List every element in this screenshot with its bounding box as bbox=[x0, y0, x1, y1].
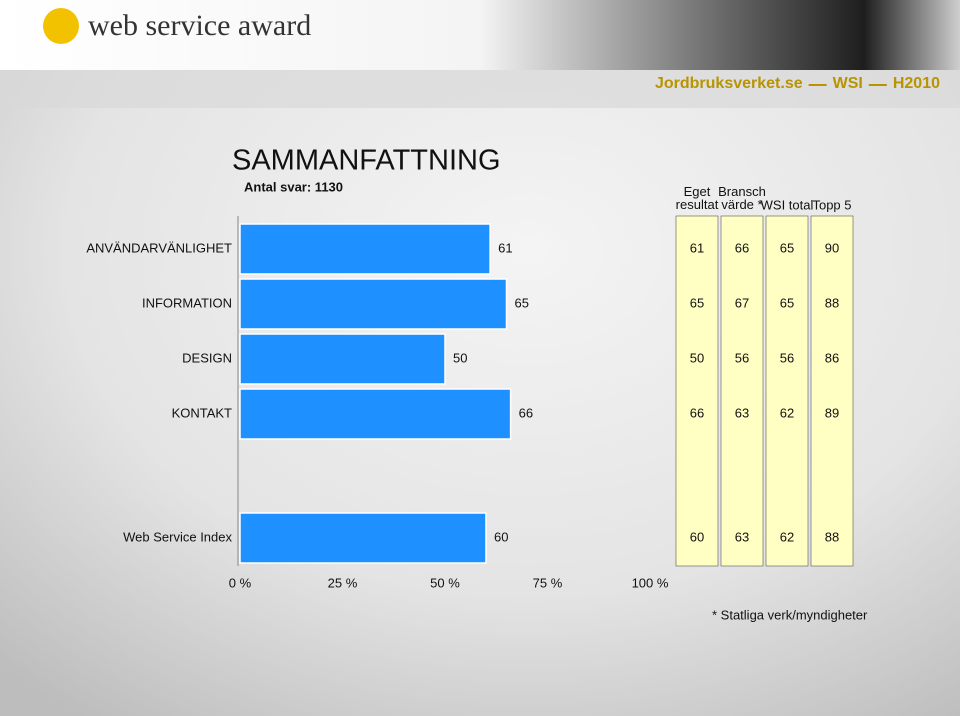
table-column bbox=[675, 215, 719, 567]
column-header: Topp 5 bbox=[812, 197, 851, 212]
table-column bbox=[765, 215, 809, 567]
header-band bbox=[0, 0, 960, 70]
footnote: * Statliga verk/myndigheter bbox=[712, 607, 868, 622]
table-value: 62 bbox=[780, 529, 794, 544]
chart-title: SAMMANFATTNING bbox=[232, 145, 501, 177]
table-value: 89 bbox=[825, 405, 839, 420]
table-value: 63 bbox=[735, 529, 749, 544]
table-value: 61 bbox=[690, 240, 704, 255]
table-column bbox=[720, 215, 764, 567]
bar bbox=[239, 388, 512, 440]
table-value: 56 bbox=[780, 350, 794, 365]
logo-mark bbox=[43, 8, 79, 44]
category-label: Web Service Index bbox=[123, 529, 232, 544]
table-value: 86 bbox=[825, 350, 839, 365]
header-tags: H2010 WSI Jordbruksverket.se bbox=[655, 75, 940, 92]
table-value: 56 bbox=[735, 350, 749, 365]
bar-value-label: 66 bbox=[519, 405, 533, 420]
table-value: 66 bbox=[690, 405, 704, 420]
header-tag: Jordbruksverket.se bbox=[655, 75, 803, 92]
bar bbox=[239, 512, 487, 564]
bar-value-label: 65 bbox=[515, 295, 529, 310]
column-header: Bransch värde * bbox=[718, 184, 766, 212]
table-value: 65 bbox=[690, 295, 704, 310]
table-value: 62 bbox=[780, 405, 794, 420]
table-value: 66 bbox=[735, 240, 749, 255]
category-label: ANVÄNDARVÄNLIGHET bbox=[86, 240, 232, 255]
table-value: 88 bbox=[825, 295, 839, 310]
column-header: Eget resultat bbox=[676, 184, 719, 212]
chart-subtitle: Antal svar: 1130 bbox=[244, 179, 343, 194]
table-value: 60 bbox=[690, 529, 704, 544]
x-tick-label: 75 % bbox=[533, 575, 563, 590]
tag-band bbox=[0, 70, 960, 108]
bar-value-label: 50 bbox=[453, 350, 467, 365]
bar bbox=[239, 278, 508, 330]
x-tick-label: 50 % bbox=[430, 575, 460, 590]
x-tick-label: 25 % bbox=[328, 575, 358, 590]
bar bbox=[239, 223, 491, 275]
table-value: 65 bbox=[780, 295, 794, 310]
bar-value-label: 60 bbox=[494, 529, 508, 544]
table-value: 63 bbox=[735, 405, 749, 420]
table-value: 67 bbox=[735, 295, 749, 310]
table-value: 90 bbox=[825, 240, 839, 255]
table-value: 88 bbox=[825, 529, 839, 544]
header-tag: H2010 bbox=[893, 75, 940, 92]
table-value: 50 bbox=[690, 350, 704, 365]
table-value: 65 bbox=[780, 240, 794, 255]
header-tag: WSI bbox=[833, 75, 863, 92]
column-header: WSI total bbox=[761, 197, 814, 212]
logo-text: web service award bbox=[88, 9, 311, 42]
x-tick-label: 0 % bbox=[229, 575, 252, 590]
category-label: DESIGN bbox=[182, 350, 232, 365]
category-label: KONTAKT bbox=[172, 405, 232, 420]
bar-value-label: 61 bbox=[498, 240, 512, 255]
x-tick-label: 100 % bbox=[632, 575, 669, 590]
bar bbox=[239, 333, 446, 385]
table-column bbox=[810, 215, 854, 567]
category-label: INFORMATION bbox=[142, 295, 232, 310]
